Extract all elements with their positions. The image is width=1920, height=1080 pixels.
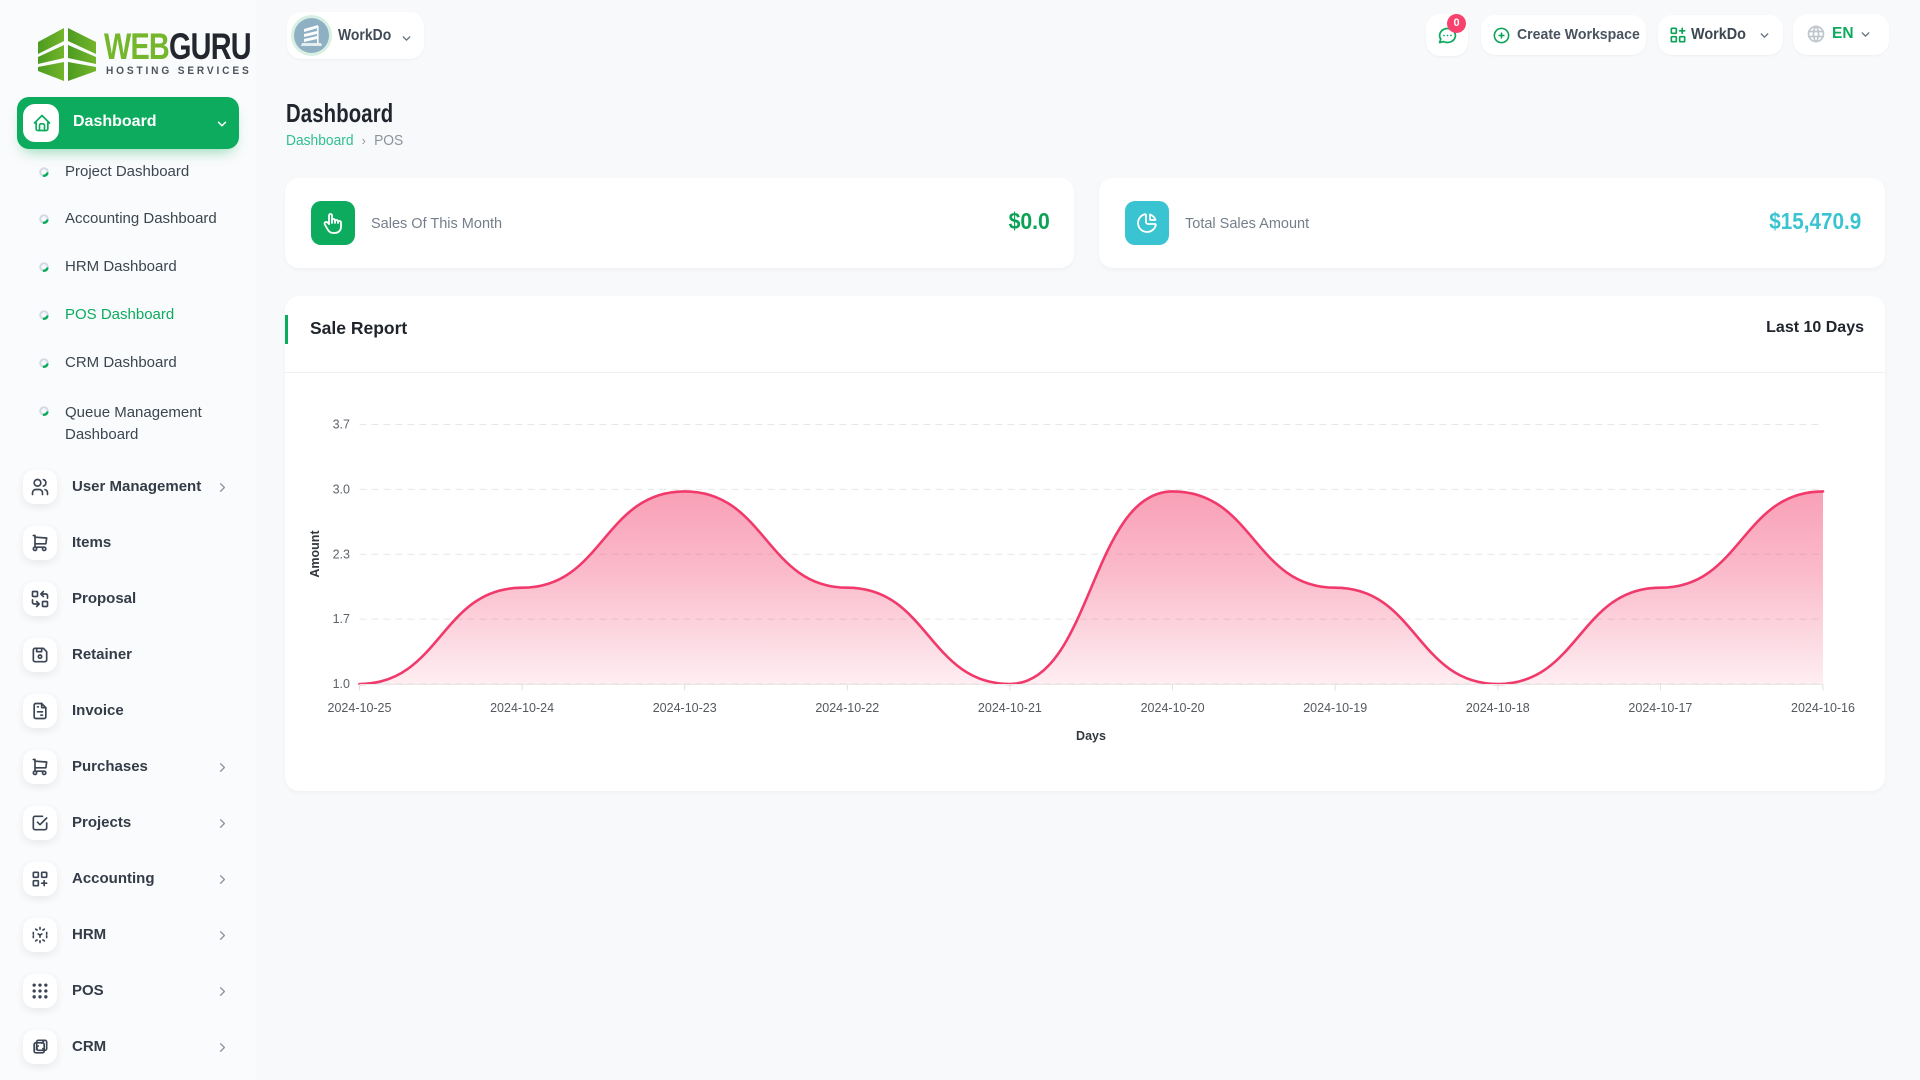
svg-text:2024-10-22: 2024-10-22 (815, 701, 879, 715)
svg-text:2024-10-21: 2024-10-21 (978, 701, 1042, 715)
svg-text:3.7: 3.7 (333, 418, 350, 432)
svg-text:2024-10-19: 2024-10-19 (1303, 701, 1367, 715)
svg-text:3.0: 3.0 (333, 482, 350, 496)
svg-text:2024-10-23: 2024-10-23 (653, 701, 717, 715)
svg-text:1.7: 1.7 (333, 612, 350, 626)
svg-text:2024-10-25: 2024-10-25 (328, 701, 392, 715)
svg-text:Amount: Amount (308, 530, 322, 578)
svg-text:1.0: 1.0 (333, 677, 350, 691)
svg-text:Days: Days (1076, 729, 1106, 743)
svg-text:2024-10-24: 2024-10-24 (490, 701, 554, 715)
svg-text:2.3: 2.3 (333, 547, 350, 561)
svg-text:2024-10-20: 2024-10-20 (1141, 701, 1205, 715)
svg-text:2024-10-17: 2024-10-17 (1628, 701, 1692, 715)
svg-text:2024-10-18: 2024-10-18 (1466, 701, 1530, 715)
svg-text:2024-10-16: 2024-10-16 (1791, 701, 1855, 715)
